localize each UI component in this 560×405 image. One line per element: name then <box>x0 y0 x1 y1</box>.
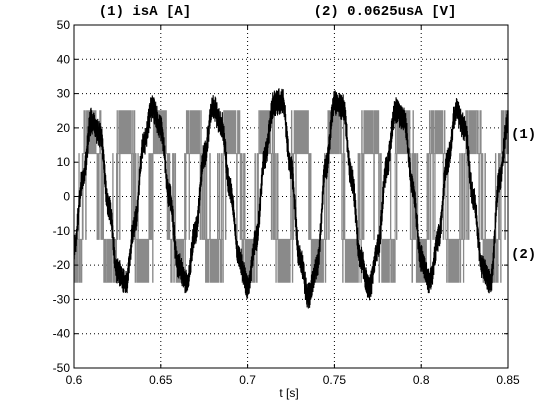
legend-title-1: (1) isA [A] <box>99 4 191 20</box>
y-tick-label: -30 <box>53 292 71 306</box>
x-tick-label: 0.7 <box>239 373 256 387</box>
x-axis-label: t [s] <box>279 386 298 400</box>
y-tick-label: -20 <box>53 258 71 272</box>
current-trace <box>73 88 509 309</box>
x-axis-ticks: 0.6 0.65 0.7 0.75 0.8 0.85 <box>66 25 520 387</box>
y-tick-label: 0 <box>63 190 70 204</box>
x-tick-label: 0.65 <box>149 373 173 387</box>
series-1-marker: (1) <box>511 127 536 143</box>
y-axis-ticks: -50 -40 -30 -20 -10 0 10 20 30 40 50 <box>53 18 508 375</box>
y-tick-label: 40 <box>57 52 71 66</box>
x-tick-label: 0.8 <box>413 373 430 387</box>
legend-title-2: (2) 0.0625usA [V] <box>314 4 457 20</box>
y-tick-label: 50 <box>57 18 71 32</box>
series-current <box>73 88 509 309</box>
y-tick-label: 10 <box>57 155 71 169</box>
y-tick-label: 30 <box>57 87 71 101</box>
series-pwm-voltage <box>73 110 509 283</box>
y-tick-label: -40 <box>53 327 71 341</box>
y-tick-label: -10 <box>53 224 71 238</box>
y-tick-label: -50 <box>53 361 71 375</box>
pwm-voltage-trace <box>73 110 509 283</box>
y-tick-label: 20 <box>57 121 71 135</box>
x-tick-label: 0.75 <box>323 373 347 387</box>
series-2-marker: (2) <box>511 247 536 263</box>
x-tick-label: 0.6 <box>66 373 83 387</box>
x-tick-label: 0.85 <box>496 373 520 387</box>
